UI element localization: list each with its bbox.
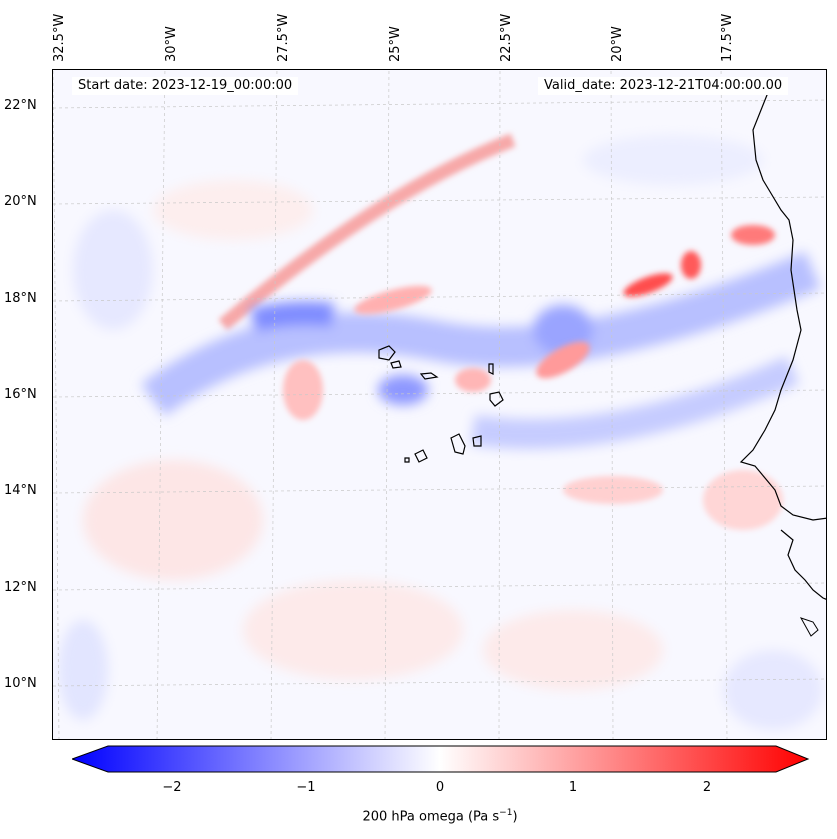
lon-label-27-5w: 27.5°W (276, 13, 291, 62)
colorbar-label-text: 200 hPa omega (Pa s (362, 809, 500, 825)
field-background-patches (58, 135, 823, 730)
lat-label-18n: 18°N (4, 291, 37, 306)
africa-coastline (739, 79, 826, 521)
colorbar-tick-minus-2: −2 (162, 780, 182, 795)
lon-label-25w: 25°W (388, 26, 403, 62)
colorbar-label-close: ) (512, 809, 518, 825)
colorbar-label: 200 hPa omega (Pa s−1) (0, 808, 837, 824)
bijagos-island (799, 617, 819, 637)
lat-label-10n: 10°N (4, 676, 37, 691)
lat-label-22n: 22°N (4, 98, 37, 113)
lon-label-30w: 30°W (164, 26, 179, 62)
colorbar-bar (72, 745, 810, 773)
colorbar-tick-minus-1: −1 (296, 780, 316, 795)
red-arc-band (218, 133, 516, 331)
guinea-coastline (780, 529, 826, 600)
lon-label-20w: 20°W (610, 26, 625, 62)
omega-field-map (53, 70, 826, 739)
colorbar-tick-2: 2 (702, 780, 712, 795)
lat-label-16n: 16°N (4, 387, 37, 402)
colorbar-tick-1: 1 (568, 780, 578, 795)
lon-label-17-5w: 17.5°W (720, 13, 735, 62)
start-date-label: Start date: 2023-12-19_00:00:00 (72, 77, 299, 95)
field-red-structures (283, 225, 783, 530)
lon-label-32-5w: 32.5°W (52, 13, 67, 62)
valid-date-label: Valid_date: 2023-12-21T04:00:00.00 (538, 77, 789, 95)
lat-label-20n: 20°N (4, 194, 37, 209)
colorbar-tick-0: 0 (435, 780, 445, 795)
colorbar (72, 745, 810, 773)
map-panel (52, 69, 827, 740)
colorbar-label-exponent: −1 (499, 808, 513, 818)
lon-label-22-5w: 22.5°W (499, 13, 514, 62)
lat-label-12n: 12°N (4, 580, 37, 595)
cape-verde-islands (378, 345, 504, 463)
lat-label-14n: 14°N (4, 483, 37, 498)
